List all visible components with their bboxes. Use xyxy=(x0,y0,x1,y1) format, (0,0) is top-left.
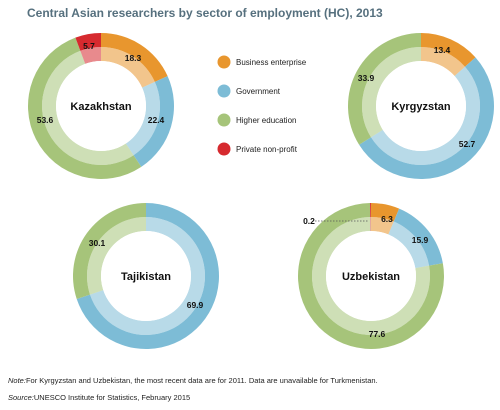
legend-swatch-business xyxy=(217,55,231,69)
source: Source:UNESCO Institute for Statistics, … xyxy=(8,393,190,402)
country-label: Tajikistan xyxy=(121,271,171,283)
donut-kazakhstan: Kazakhstan 18.3 22.4 53.6 5.7 xyxy=(27,33,174,179)
data-label-higher: 77.6 xyxy=(369,329,386,339)
donut-hole xyxy=(101,231,191,321)
data-label-government: 15.9 xyxy=(412,235,429,245)
slice-inner-higher xyxy=(42,50,134,165)
data-label-private: 5.7 xyxy=(83,41,95,51)
data-label-business: 18.3 xyxy=(125,53,142,63)
slice-inner-business xyxy=(421,47,466,77)
legend-swatch-private xyxy=(217,142,231,156)
legend-swatch-higher xyxy=(217,113,231,127)
slice-inner-business xyxy=(371,217,394,235)
slice-inner-government xyxy=(388,221,430,269)
country-label: Kyrgyzstan xyxy=(391,101,451,113)
slice-inner-higher xyxy=(86,217,146,295)
slice-business xyxy=(371,203,400,222)
data-label-government: 52.7 xyxy=(459,139,476,149)
data-label-business: 13.4 xyxy=(434,45,451,55)
slice-business xyxy=(421,33,476,67)
slice-higher xyxy=(72,203,146,299)
data-label-higher: 53.6 xyxy=(37,115,54,125)
legend-label-government: Government xyxy=(236,87,281,96)
slice-private xyxy=(75,33,101,51)
slice-higher xyxy=(27,37,142,179)
slice-business xyxy=(101,33,168,82)
slice-government xyxy=(133,76,174,167)
legend-label-private: Private non-profit xyxy=(236,145,298,154)
donut-hole xyxy=(376,61,466,151)
slice-inner-government xyxy=(125,81,160,156)
country-label: Kazakhstan xyxy=(70,101,131,113)
slice-government xyxy=(393,208,443,266)
donut-tajikistan: Tajikistan 69.9 30.1 xyxy=(72,203,219,349)
data-label-higher: 30.1 xyxy=(89,238,106,248)
data-label-government: 22.4 xyxy=(148,115,165,125)
data-label-higher: 33.9 xyxy=(358,73,375,83)
slice-inner-higher xyxy=(362,47,421,138)
slice-inner-private xyxy=(80,47,101,64)
donut-uzbekistan: Uzbekistan 6.3 15.9 77.6 0.2 xyxy=(297,203,444,349)
donut-hole xyxy=(326,231,416,321)
legend-label-higher: Higher education xyxy=(236,116,296,125)
note: Note:For Kyrgyzstan and Uzbekistan, the … xyxy=(8,376,378,385)
data-label-private: 0.2 xyxy=(303,216,315,226)
source-label: Source: xyxy=(8,393,34,402)
note-text: For Kyrgyzstan and Uzbekistan, the most … xyxy=(25,376,378,385)
slice-inner-private xyxy=(370,217,371,232)
slice-inner-business xyxy=(101,47,155,88)
data-label-business: 6.3 xyxy=(381,214,393,224)
legend: Business enterprise Government Higher educ… xyxy=(217,55,307,156)
slice-government xyxy=(359,57,494,179)
chart-title: Central Asian researchers by sector of e… xyxy=(27,6,383,20)
donut-kyrgyzstan: Kyrgyzstan 13.4 52.7 33.9 xyxy=(348,33,494,179)
slice-private xyxy=(370,203,371,218)
source-text: UNESCO Institute for Statistics, Februar… xyxy=(33,393,191,402)
note-label: Note: xyxy=(8,376,26,385)
legend-swatch-government xyxy=(217,84,231,98)
legend-label-business: Business enterprise xyxy=(236,58,307,67)
donut-hole xyxy=(56,61,146,151)
country-label: Uzbekistan xyxy=(342,271,400,283)
data-label-government: 69.9 xyxy=(187,300,204,310)
slice-higher xyxy=(348,33,421,145)
slice-inner-government xyxy=(370,66,480,165)
